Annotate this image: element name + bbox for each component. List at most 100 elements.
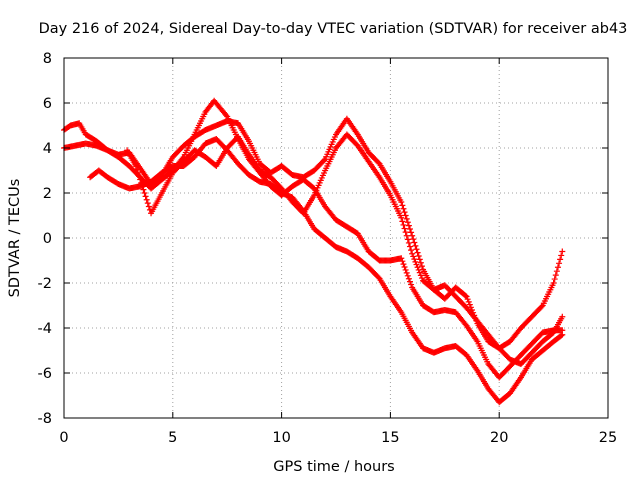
series-track-3 [61, 115, 566, 352]
chart-title: Day 216 of 2024, Sidereal Day-to-day VTE… [39, 21, 628, 37]
data-point [463, 293, 470, 300]
grid-lines [64, 58, 608, 418]
data-point [141, 190, 148, 196]
data-point [554, 264, 561, 271]
data-point [551, 276, 558, 283]
data-point [550, 280, 557, 286]
data-point [133, 166, 140, 173]
data-point [556, 260, 563, 267]
y-tick-label: -6 [38, 366, 52, 382]
data-point [412, 258, 419, 265]
data-point [418, 275, 425, 282]
data-point [405, 275, 412, 282]
data-point [143, 196, 150, 203]
data-point [399, 202, 406, 209]
x-tick-label: 15 [381, 430, 399, 446]
data-point [414, 264, 421, 271]
data-point [559, 313, 566, 320]
y-tick-label: 6 [43, 96, 52, 112]
data-point [145, 203, 152, 210]
data-point [140, 186, 147, 193]
data-point [223, 112, 230, 119]
data-point [399, 258, 406, 265]
x-tick-label: 5 [168, 430, 177, 446]
data-point [538, 303, 545, 310]
data-point [552, 272, 559, 279]
data-point [402, 212, 409, 219]
data-point [417, 272, 424, 279]
data-point [398, 199, 405, 205]
data-point [557, 256, 564, 263]
data-point [134, 169, 141, 176]
data-point [418, 263, 425, 270]
data-point [144, 200, 151, 207]
data-point [559, 331, 566, 338]
data-point [402, 229, 409, 236]
data-point [406, 243, 413, 250]
data-point [400, 205, 407, 212]
data-point [417, 259, 424, 266]
data-point [408, 247, 415, 254]
x-tick-label: 25 [599, 430, 617, 446]
data-point [411, 256, 418, 263]
data-point [404, 272, 411, 279]
data-point [410, 236, 417, 243]
data-point [405, 239, 412, 246]
data-point [416, 256, 423, 263]
series-track-4 [124, 131, 566, 367]
data-point [401, 264, 408, 271]
data-point [411, 239, 418, 246]
y-tick-label: 4 [43, 141, 52, 157]
x-tick-label: 0 [59, 430, 68, 446]
data-points [61, 97, 566, 406]
data-point [558, 252, 565, 259]
data-point [409, 232, 416, 239]
data-point [464, 296, 471, 303]
x-axis-label: GPS time / hours [273, 459, 394, 475]
data-point [321, 157, 328, 164]
data-point [142, 193, 149, 200]
data-point [558, 332, 565, 339]
data-point [137, 176, 144, 183]
data-point [410, 253, 417, 260]
data-point [466, 301, 473, 308]
data-point [406, 226, 413, 232]
y-tick-label: 8 [43, 51, 52, 67]
data-point [139, 183, 146, 190]
data-point [415, 253, 422, 259]
data-point [559, 248, 566, 255]
y-tick-label: -2 [38, 276, 52, 292]
data-point [398, 255, 405, 262]
data-point [465, 298, 472, 305]
data-point [401, 225, 408, 232]
data-point [136, 173, 143, 180]
data-point [406, 278, 413, 285]
data-point [408, 281, 415, 288]
data-point [462, 292, 469, 299]
data-point [400, 261, 407, 268]
data-point [403, 232, 410, 239]
y-tick-label: 2 [43, 186, 52, 202]
data-point [403, 215, 410, 222]
data-point [414, 249, 421, 256]
data-point [401, 209, 408, 216]
data-point [403, 269, 410, 276]
y-tick-label: -8 [38, 411, 52, 427]
data-point [553, 268, 560, 275]
x-tick-label: 10 [272, 430, 290, 446]
y-axis-label: SDTVAR / TECUs [7, 179, 23, 298]
data-point [402, 266, 409, 273]
data-point [404, 236, 411, 243]
data-point [404, 219, 411, 226]
data-point [132, 163, 139, 169]
data-point [138, 179, 145, 186]
data-point [399, 218, 406, 225]
data-point [412, 242, 419, 249]
data-point [408, 229, 415, 236]
y-tick-label: 0 [43, 231, 52, 247]
data-point [415, 266, 422, 273]
data-point [413, 246, 420, 253]
data-point [416, 269, 423, 276]
axis-ticks: 0 5 10 15 20 25 -8 -6 -4 -2 0 2 4 6 8 [38, 51, 618, 446]
